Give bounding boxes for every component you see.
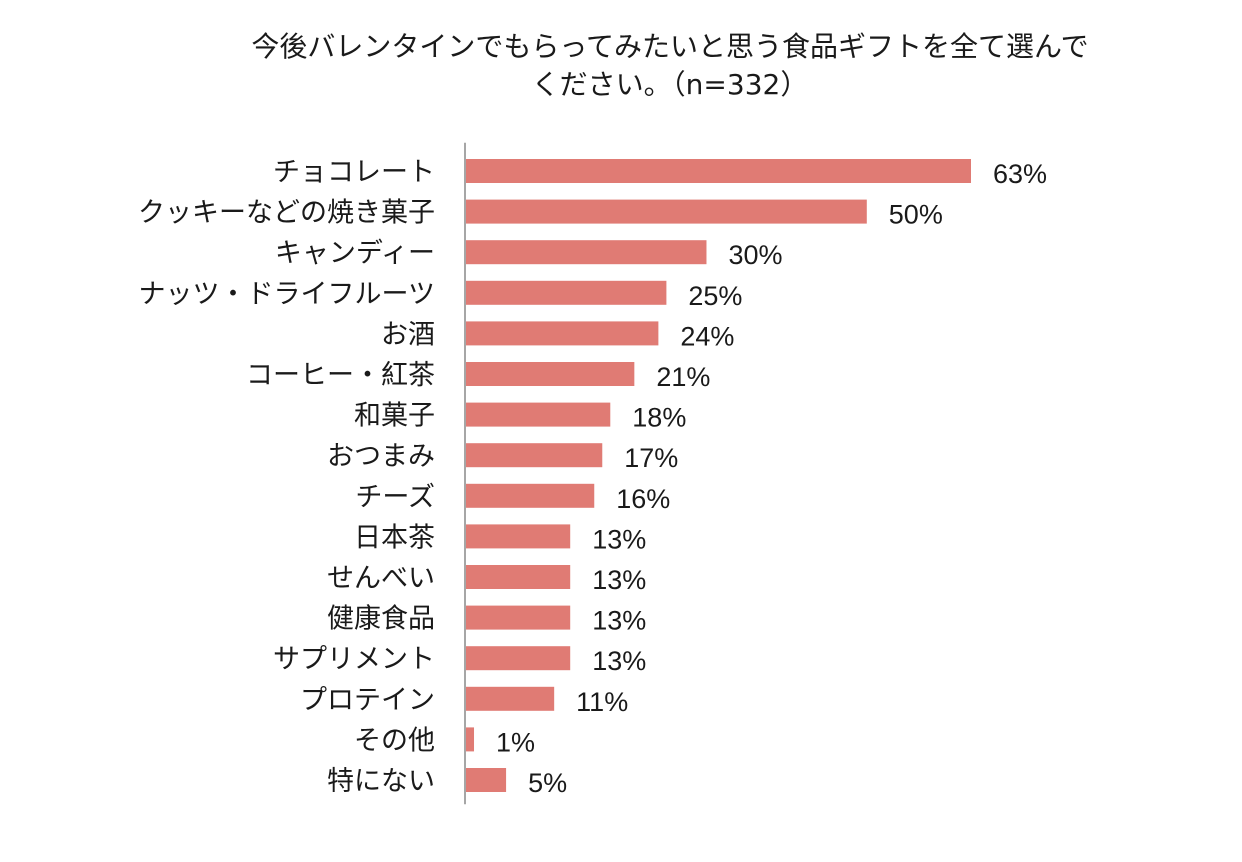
value-label-14: 11% [576, 687, 628, 717]
value-label-5: 24% [680, 321, 734, 351]
category-label-10: 日本茶 [354, 522, 435, 553]
bar-15 [466, 727, 475, 752]
bar-1 [466, 159, 971, 183]
value-label-3: 30% [728, 240, 782, 270]
category-label-6: コーヒー・紅茶 [246, 360, 435, 391]
category-label-9: チーズ [355, 482, 435, 513]
bar-10 [466, 524, 571, 549]
category-label-5: お酒 [381, 319, 435, 350]
category-label-3: キャンディー [275, 238, 435, 269]
bar-11 [466, 565, 571, 589]
category-label-13: サプリメント [273, 644, 435, 675]
bar-6 [466, 362, 635, 386]
bar-7 [466, 402, 611, 427]
value-label-7: 18% [632, 403, 686, 433]
category-label-15: その他 [354, 725, 435, 756]
bar-5 [466, 321, 659, 346]
value-label-6: 21% [656, 362, 710, 392]
chart-title-line-1: 今後バレンタインでもらってみたいと思う食品ギフトを全て選んで [251, 30, 1089, 63]
value-label-1: 63% [993, 159, 1047, 189]
bar-13 [466, 646, 571, 671]
bar-3 [466, 240, 707, 265]
value-label-11: 13% [592, 565, 646, 595]
category-label-7: 和菓子 [354, 401, 435, 432]
category-label-11: せんべい [327, 563, 435, 594]
category-label-14: プロテイン [300, 685, 435, 716]
value-label-15: 1% [496, 727, 535, 757]
bar-4 [466, 280, 667, 305]
bar-8 [466, 443, 603, 468]
bar-14 [466, 686, 555, 711]
bar-9 [466, 483, 595, 508]
value-label-2: 50% [889, 200, 943, 230]
category-label-16: 特にない [327, 766, 435, 797]
category-label-8: おつまみ [327, 441, 435, 472]
value-label-13: 13% [592, 646, 646, 676]
category-label-4: ナッツ・ドライフルーツ [139, 279, 435, 310]
bar-16 [466, 768, 507, 792]
value-label-9: 16% [616, 484, 670, 514]
value-label-4: 25% [688, 281, 742, 311]
value-label-12: 13% [592, 606, 646, 636]
value-label-10: 13% [592, 524, 646, 554]
category-label-1: チョコレート [273, 157, 435, 188]
bar-2 [466, 199, 867, 224]
category-label-2: クッキーなどの焼き菓子 [138, 198, 435, 229]
value-label-8: 17% [624, 443, 678, 473]
category-label-12: 健康食品 [327, 604, 435, 635]
bar-12 [466, 605, 571, 630]
chart-title-line-2: ください。（n=332） [531, 68, 809, 101]
value-label-16: 5% [528, 768, 567, 798]
